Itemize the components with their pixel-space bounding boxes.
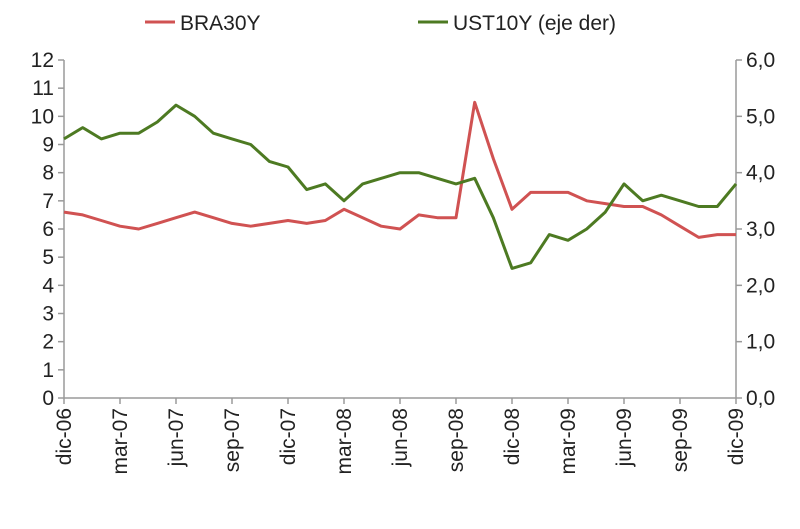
x-tick-label: mar-08 bbox=[333, 408, 356, 475]
y-left-tick-label: 9 bbox=[42, 134, 54, 157]
y-left-tick-label: 4 bbox=[42, 274, 54, 297]
legend: BRA30Y UST10Y (eje der) bbox=[145, 12, 616, 35]
y-right-tick-label: 2,0 bbox=[746, 274, 775, 297]
x-tick-label: mar-09 bbox=[557, 408, 580, 475]
legend-label-bra30y: BRA30Y bbox=[180, 12, 261, 35]
y-right-tick-label: 1,0 bbox=[746, 331, 775, 354]
x-tick-label: mar-07 bbox=[109, 408, 132, 475]
series-line-bra30y bbox=[63, 100, 736, 239]
x-tick-label: sep-08 bbox=[445, 408, 468, 472]
y-left-tick-label: 3 bbox=[42, 303, 54, 326]
y-right-tick-label: 4,0 bbox=[746, 162, 775, 185]
x-tick-label: sep-07 bbox=[221, 408, 244, 472]
x-tick-label: jun-07 bbox=[165, 408, 188, 467]
x-tick-label: dic-08 bbox=[501, 408, 524, 465]
series-lines bbox=[63, 100, 738, 270]
series-line-ust10y bbox=[63, 103, 738, 270]
y-right-tick-label: 3,0 bbox=[746, 218, 775, 241]
x-tick-label: jun-08 bbox=[389, 408, 412, 467]
x-tick-label: jun-09 bbox=[613, 408, 636, 467]
y-left-tick-label: 5 bbox=[42, 246, 54, 269]
y-left-tick-label: 10 bbox=[31, 105, 54, 128]
y-left-tick-label: 1 bbox=[42, 359, 54, 382]
y-left-tick-label: 0 bbox=[42, 387, 54, 410]
y-right-tick-label: 0,0 bbox=[746, 387, 775, 410]
y-left-tick-label: 6 bbox=[42, 218, 54, 241]
x-tick-label: dic-07 bbox=[277, 408, 300, 465]
y-left-tick-label: 11 bbox=[32, 77, 54, 100]
y-left-tick-label: 2 bbox=[42, 331, 54, 354]
axes: 01234567891011120,01,02,03,04,05,06,0dic… bbox=[31, 49, 776, 475]
x-tick-label: dic-06 bbox=[53, 408, 76, 465]
y-right-tick-label: 5,0 bbox=[746, 105, 775, 128]
x-tick-label: sep-09 bbox=[669, 408, 692, 472]
legend-label-ust10y: UST10Y (eje der) bbox=[453, 12, 616, 35]
y-left-tick-label: 7 bbox=[42, 190, 54, 213]
x-tick-label: dic-09 bbox=[725, 408, 748, 465]
y-left-tick-label: 8 bbox=[42, 162, 54, 185]
y-left-tick-label: 12 bbox=[31, 49, 54, 72]
y-right-tick-label: 6,0 bbox=[746, 49, 775, 72]
